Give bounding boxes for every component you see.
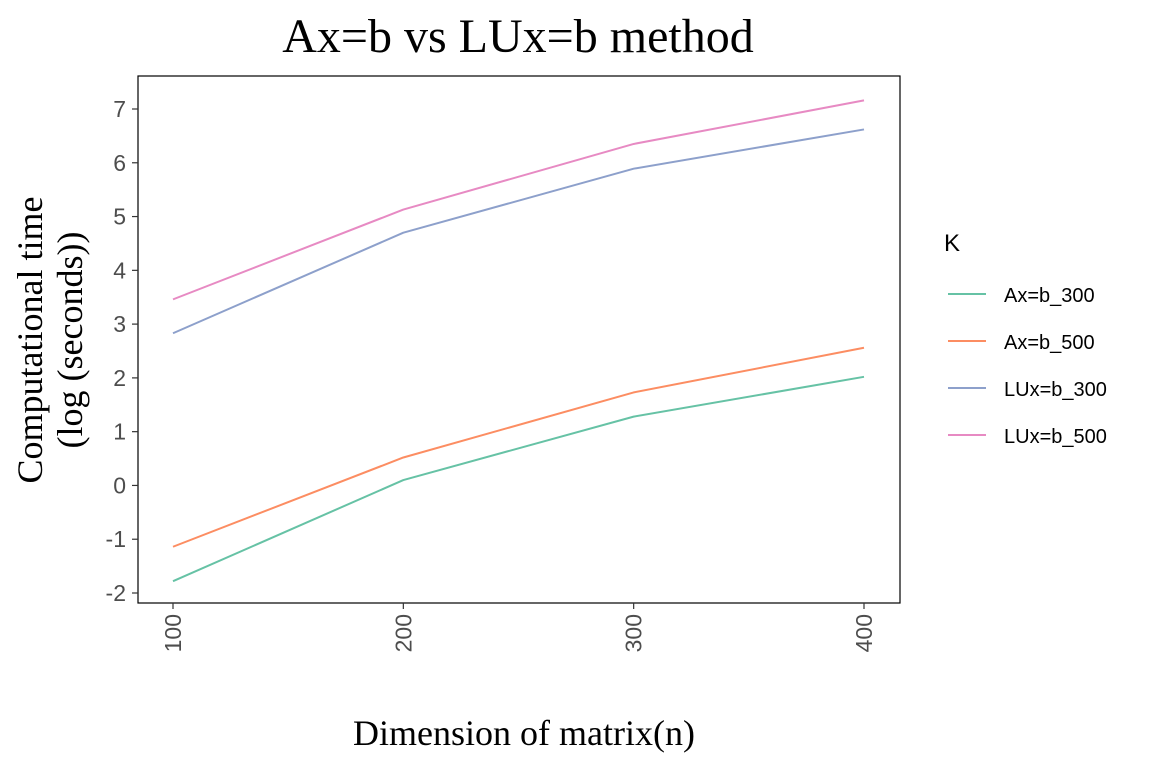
y-tick-label: 7	[113, 96, 126, 122]
series-line-lux-b-300	[172, 128, 865, 335]
x-axis: 100 200 300 400	[160, 603, 877, 652]
y-tick-label: -1	[106, 526, 126, 552]
chart-title: Ax=b vs LUx=b method	[282, 10, 753, 63]
y-tick-label: 4	[113, 257, 126, 283]
y-axis-title-line: Computational time	[10, 197, 50, 484]
y-tick-label: 6	[113, 150, 126, 176]
series-line-lux-b-500	[172, 99, 865, 301]
x-tick-label: 400	[851, 614, 877, 652]
y-axis-title-text: Computational time(log (seconds))	[10, 197, 90, 484]
y-axis: -2 -1 0 1 2 3 4 5 6 7	[106, 96, 138, 606]
legend: Ax=b_300 Ax=b_500 LUx=b_300 LUx=b_500	[948, 285, 1107, 448]
y-tick-label: 2	[113, 365, 126, 391]
x-axis-title: Dimension of matrix(n)	[353, 713, 695, 753]
y-tick-label: -2	[106, 580, 126, 606]
legend-label: LUx=b_300	[1004, 379, 1107, 401]
series-line-ax-b-500	[172, 346, 865, 548]
y-tick-label: 5	[113, 204, 126, 230]
legend-label: Ax=b_500	[1004, 332, 1095, 354]
plot-panel	[137, 75, 901, 604]
x-tick-label: 300	[621, 614, 647, 652]
y-tick-label: 3	[113, 311, 126, 337]
y-tick-label: 0	[113, 472, 126, 498]
y-tick-label: 1	[113, 419, 126, 445]
series-layer	[172, 99, 865, 583]
series-line-ax-b-300	[172, 375, 865, 583]
x-tick-label: 100	[160, 614, 186, 652]
y-axis-title-line: (log (seconds))	[50, 232, 90, 449]
x-tick-label: 200	[390, 614, 416, 652]
legend-title: K	[944, 230, 960, 257]
legend-label: Ax=b_300	[1004, 285, 1095, 307]
y-axis-title: Computational time(log (seconds))	[10, 197, 90, 484]
legend-label: LUx=b_500	[1004, 426, 1107, 448]
